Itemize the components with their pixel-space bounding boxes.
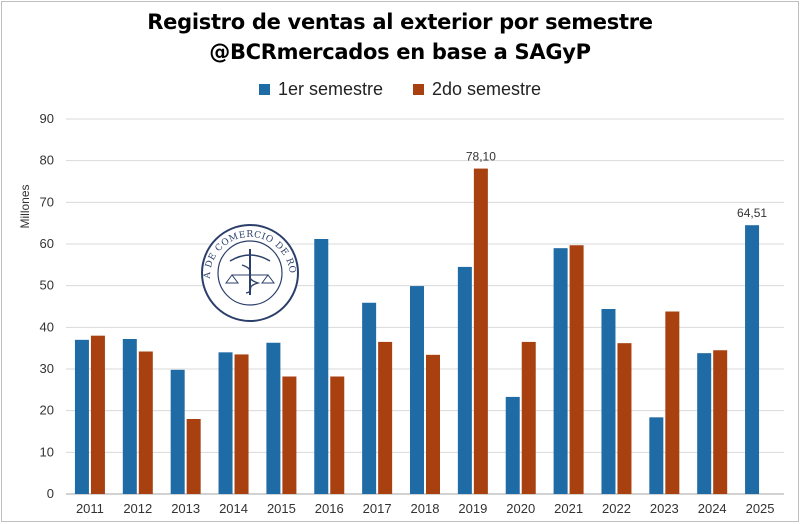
seal-serpent (241, 264, 261, 294)
bar-2011-1er-semestre (74, 339, 89, 494)
bar-2021-2do-semestre (569, 245, 584, 494)
y-tick-label-90: 90 (40, 111, 54, 126)
data-label-2025: 64,51 (737, 206, 767, 220)
bar-2022-2do-semestre (617, 343, 632, 494)
x-tick-label-2023: 2023 (650, 501, 679, 516)
bar-2016-2do-semestre (330, 376, 345, 494)
labels: 0 10 20 30 40 50 60 70 80 90 Millones 2011 2012 2013 2… (18, 111, 775, 516)
x-tick-label-2017: 2017 (363, 501, 392, 516)
y-tick-label-60: 60 (40, 236, 54, 251)
bar-2025-1er-semestre (745, 225, 760, 495)
bar-2019-2do-semestre (473, 168, 488, 495)
y-tick-label-20: 20 (40, 403, 54, 418)
seal-scale-right (261, 274, 275, 284)
bar-2014-1er-semestre (218, 352, 233, 494)
chart-subtitle: @BCRmercados en base a SAGyP (209, 40, 591, 64)
y-tick-label-0: 0 (47, 486, 54, 501)
bar-2013-2do-semestre (186, 419, 201, 494)
bar-2014-2do-semestre (234, 354, 249, 494)
chart-title: Registro de ventas al exterior por semes… (147, 10, 653, 34)
bar-2012-1er-semestre (122, 339, 137, 494)
bar-2021-1er-semestre (553, 248, 568, 494)
legend-entry-2do-semestre: 2do semestre (412, 79, 542, 100)
bar-2015-1er-semestre (266, 342, 281, 494)
bar-2012-2do-semestre (138, 351, 153, 494)
x-tick-label-2019: 2019 (458, 501, 487, 516)
x-tick-label-2014: 2014 (219, 501, 248, 516)
bar-2017-2do-semestre (378, 341, 393, 494)
bars (74, 168, 760, 495)
bar-2024-2do-semestre (713, 350, 728, 494)
y-tick-label-70: 70 (40, 194, 54, 209)
gridlines (66, 118, 784, 495)
legend-swatch-1er-semestre (258, 84, 270, 95)
y-tick-label-30: 30 (40, 361, 54, 376)
x-tick-label-2022: 2022 (602, 501, 631, 516)
seal-inner-ring (217, 240, 283, 306)
bar-2023-2do-semestre (665, 311, 680, 494)
legend-label-1er-semestre: 1er semestre (277, 79, 383, 99)
bar-2018-2do-semestre (426, 354, 440, 494)
data-label-2019: 78,10 (466, 150, 496, 164)
x-tick-label-2018: 2018 (411, 501, 440, 516)
legend-entry-1er-semestre: 1er semestre (258, 79, 383, 100)
x-tick-label-2020: 2020 (506, 501, 535, 516)
bar-2015-2do-semestre (282, 376, 297, 494)
y-tick-label-50: 50 (40, 278, 54, 293)
bar-2018-1er-semestre (410, 286, 424, 494)
y-axis-label: Millones (18, 184, 32, 228)
bar-2020-2do-semestre (521, 341, 536, 494)
x-tick-label-2016: 2016 (315, 501, 344, 516)
bar-2017-1er-semestre (362, 302, 377, 494)
bar-2024-1er-semestre (697, 353, 712, 494)
bar-2011-2do-semestre (90, 335, 105, 494)
seal-wings (229, 254, 271, 262)
bar-2022-1er-semestre (601, 309, 616, 494)
x-tick-label-2015: 2015 (267, 501, 296, 516)
legend: 1er semestre 2do semestre (2, 79, 798, 100)
legend-swatch-2do-semestre (412, 84, 424, 95)
bar-2019-1er-semestre (457, 266, 472, 494)
legend-label-2do-semestre: 2do semestre (431, 79, 542, 99)
y-tick-label-40: 40 (40, 319, 54, 334)
y-tick-label-80: 80 (40, 153, 54, 168)
bar-2016-1er-semestre (314, 239, 329, 494)
x-tick-label-2025: 2025 (746, 501, 775, 516)
x-tick-label-2021: 2021 (554, 501, 583, 516)
seal-scale-left (225, 274, 239, 284)
x-tick-label-2012: 2012 (123, 501, 152, 516)
x-tick-label-2011: 2011 (76, 501, 104, 516)
y-tick-label-10: 10 (40, 444, 54, 459)
x-tick-label-2013: 2013 (171, 501, 200, 516)
bar-2023-1er-semestre (649, 417, 664, 494)
bar-2020-1er-semestre (505, 396, 520, 494)
bar-2013-1er-semestre (170, 369, 185, 494)
x-tick-label-2024: 2024 (698, 501, 727, 516)
